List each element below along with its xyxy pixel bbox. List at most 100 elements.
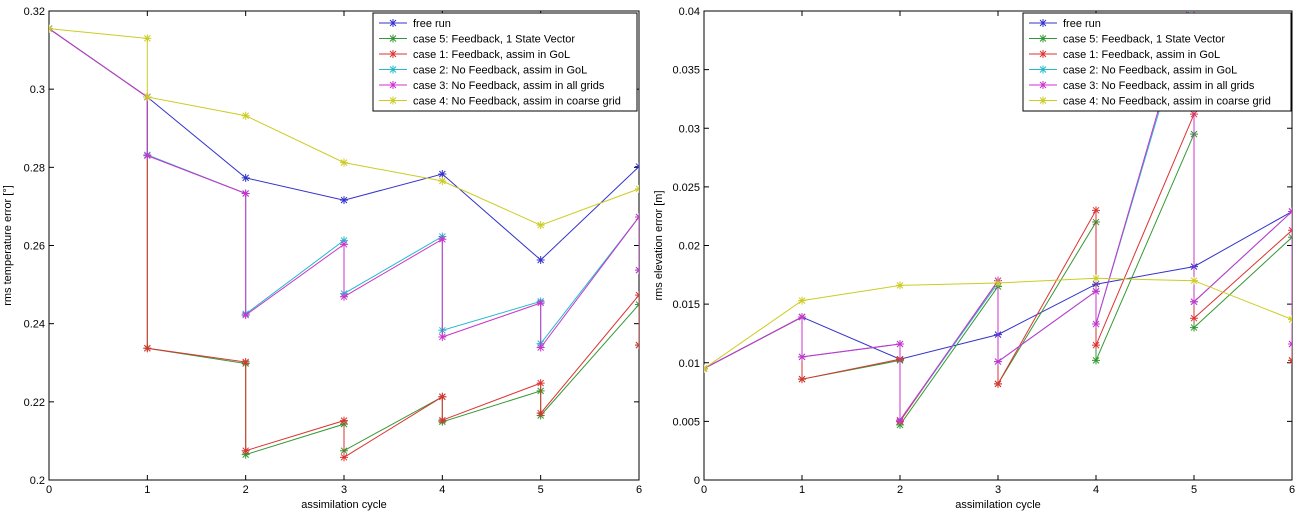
legend-marker	[389, 34, 397, 43]
data-point	[1288, 339, 1292, 348]
y-tick-label: 0.2	[30, 475, 45, 487]
x-tick-label: 4	[439, 484, 445, 496]
y-tick-label: 0.3	[30, 84, 45, 96]
data-point	[143, 151, 152, 160]
legend-marker	[389, 50, 397, 58]
legend-marker	[1039, 50, 1047, 58]
data-point	[438, 169, 447, 178]
series-group	[704, 11, 1292, 429]
y-tick-label: 0.01	[679, 358, 700, 370]
data-point	[536, 343, 545, 352]
temperature-error-chart: 0 1 2 3 4 5 6 0.2 0.22 0.24 0.26 0.28 0.3 0.32 assimil…	[2, 6, 642, 511]
data-point	[49, 24, 53, 33]
series-line-5	[49, 28, 639, 226]
data-point	[798, 352, 806, 361]
x-tick-label: 1	[144, 484, 150, 496]
data-point	[798, 313, 806, 322]
legend: free run case 5: Feedback, 1 State Vector…	[1022, 12, 1292, 112]
legend-label: case 3: No Feedback, assim in all grids	[413, 80, 605, 92]
data-point	[536, 409, 545, 418]
y-tick-label: 0.24	[24, 319, 45, 331]
legend-label: case 4: No Feedback, assim in coarse gri…	[413, 96, 621, 108]
legend-marker	[1039, 19, 1047, 27]
legend-marker	[389, 19, 397, 27]
data-point	[340, 240, 348, 249]
legend-label: free run	[1063, 18, 1101, 30]
data-point	[1288, 207, 1292, 216]
legend-marker	[1039, 65, 1047, 74]
legend-label: case 4: No Feedback, assim in coarse gri…	[1063, 96, 1271, 108]
x-tick-label: 0	[46, 484, 52, 496]
data-point	[241, 311, 250, 320]
data-point	[143, 92, 152, 101]
y-tick-label: 0.03	[679, 123, 700, 135]
data-point	[635, 184, 639, 193]
legend-marker	[1039, 96, 1047, 105]
series-group	[49, 24, 639, 462]
legend-label: case 1: Feedback, assim in GoL	[413, 49, 570, 61]
data-point	[798, 375, 806, 384]
y-tick-label: 0.025	[672, 182, 700, 194]
data-point	[635, 212, 639, 221]
data-point	[1190, 323, 1198, 332]
data-point	[1092, 320, 1100, 329]
data-point	[1288, 315, 1292, 324]
data-point	[994, 379, 1002, 388]
legend-label: free run	[413, 18, 451, 30]
data-point	[340, 292, 348, 301]
x-tick-label: 2	[243, 484, 249, 496]
data-point	[635, 291, 639, 300]
legend: free run case 5: Feedback, 1 State Vector…	[372, 12, 638, 112]
x-axis-label: assimilation cycle	[301, 499, 387, 511]
data-point	[438, 416, 447, 425]
data-point	[635, 266, 639, 275]
data-point	[798, 296, 806, 305]
data-point	[340, 196, 348, 205]
legend-marker	[1039, 81, 1047, 89]
legend-label: case 5: Feedback, 1 State Vector	[1063, 34, 1225, 46]
data-point	[241, 446, 250, 455]
data-point	[635, 162, 639, 171]
data-point	[896, 339, 904, 348]
legend-box	[372, 12, 638, 112]
y-tick-label: 0.005	[672, 416, 700, 428]
data-point	[994, 279, 1002, 288]
legend-label: case 5: Feedback, 1 State Vector	[413, 34, 575, 46]
data-point	[438, 177, 447, 186]
data-point	[536, 255, 545, 264]
legend-label: case 2: No Feedback, assim in GoL	[1063, 65, 1237, 77]
data-point	[340, 158, 348, 167]
y-tick-label: 0.22	[24, 397, 45, 409]
legend-label: case 2: No Feedback, assim in GoL	[413, 65, 587, 77]
data-point	[1190, 297, 1198, 306]
legend-marker	[389, 96, 397, 105]
legend-marker	[389, 65, 397, 74]
x-tick-label: 4	[1093, 484, 1099, 496]
y-tick-label: 0.035	[672, 65, 700, 77]
temperature-error-plot: 0 1 2 3 4 5 6 0.2 0.22 0.24 0.26 0.28 0.3 0.32 assimil…	[2, 6, 642, 511]
x-tick-label: 2	[897, 484, 903, 496]
legend-box	[1022, 12, 1292, 112]
data-point	[896, 416, 904, 425]
data-point	[438, 332, 447, 341]
data-point	[536, 221, 545, 230]
y-axis-label: rms temperature error [°]	[2, 185, 14, 306]
x-tick-label: 5	[538, 484, 544, 496]
data-point	[536, 379, 545, 388]
y-tick-label: 0.26	[24, 241, 45, 253]
legend-label: case 3: No Feedback, assim in all grids	[1063, 80, 1255, 92]
data-point	[1092, 274, 1100, 283]
data-point	[1190, 314, 1198, 323]
legend-marker	[389, 81, 397, 89]
data-point	[241, 111, 250, 120]
y-tick-label: 0.02	[679, 241, 700, 253]
data-point	[896, 281, 904, 290]
data-point	[1092, 287, 1100, 296]
y-tick-label: 0.32	[24, 6, 45, 18]
legend-marker	[1039, 34, 1047, 43]
x-tick-label: 6	[1289, 484, 1295, 496]
data-point	[143, 344, 152, 353]
data-point	[340, 453, 348, 462]
x-tick-label: 5	[1191, 484, 1197, 496]
x-tick-label: 6	[636, 484, 642, 496]
